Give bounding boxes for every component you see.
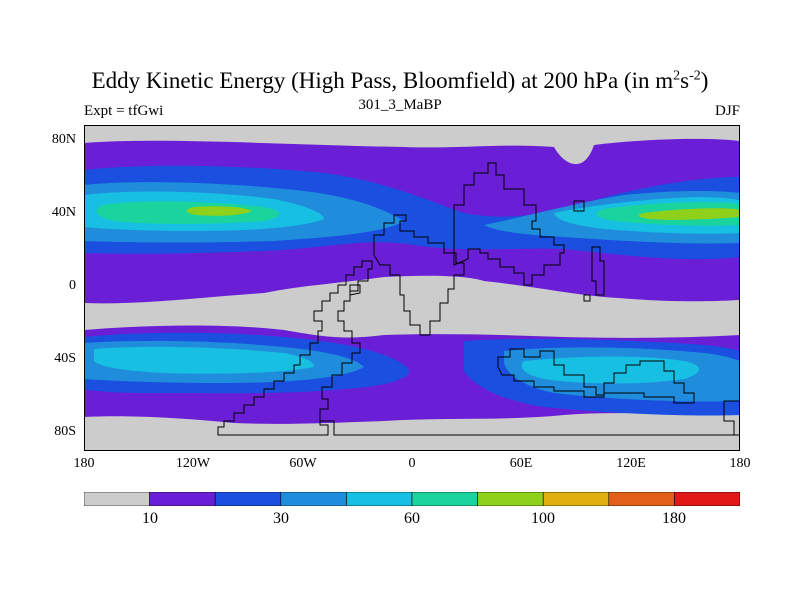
y-tick-label: 40S — [54, 351, 76, 366]
colorbar-label: 10 — [142, 510, 158, 527]
coastlines — [217, 162, 740, 436]
colorbar-swatch — [477, 492, 544, 506]
plot-subtitle: 301_3_MaBP — [358, 97, 442, 113]
colorbar-swatch — [280, 492, 347, 506]
colorbar-swatch — [84, 492, 150, 506]
plot-title: Eddy Kinetic Energy (High Pass, Bloomfie… — [91, 68, 709, 93]
x-tick-label: 120E — [616, 456, 646, 471]
colorbar-swatch — [411, 492, 478, 506]
x-tick-label: 180 — [73, 456, 95, 471]
colorbar-label: 60 — [404, 510, 420, 527]
field-lime-north-west — [186, 206, 252, 216]
x-tick-label: 120W — [175, 456, 211, 471]
x-tick-label: 60E — [509, 456, 533, 471]
x-tick-label: 180 — [729, 456, 751, 471]
colorbar-label: 180 — [662, 510, 686, 527]
y-tick-label: 80S — [54, 424, 76, 439]
colorbar-swatch — [608, 492, 675, 506]
experiment-label: Expt = tfGwi — [84, 103, 164, 119]
y-tick-label: 80N — [51, 132, 76, 147]
colorbar — [84, 492, 740, 506]
colorbar-label: 100 — [531, 510, 555, 527]
colorbar-swatch — [149, 492, 216, 506]
field-cyan-south-east — [521, 356, 699, 384]
y-tick-label: 40N — [51, 205, 76, 220]
colorbar-label: 30 — [273, 510, 289, 527]
plot-frame — [84, 125, 740, 451]
colorbar-swatch — [214, 492, 282, 506]
y-tick-label: 0 — [69, 278, 76, 293]
colorbar-swatch — [542, 492, 610, 506]
map-plot — [84, 125, 740, 451]
season-label: DJF — [714, 103, 740, 119]
x-tick-label: 60W — [289, 456, 317, 471]
colorbar-swatch — [346, 492, 413, 506]
colorbar-swatch — [674, 492, 740, 506]
x-tick-label: 0 — [408, 456, 416, 471]
antarctica-outline — [320, 420, 740, 436]
field-cyan-south — [94, 346, 314, 374]
field-lime-north-east — [638, 208, 740, 220]
